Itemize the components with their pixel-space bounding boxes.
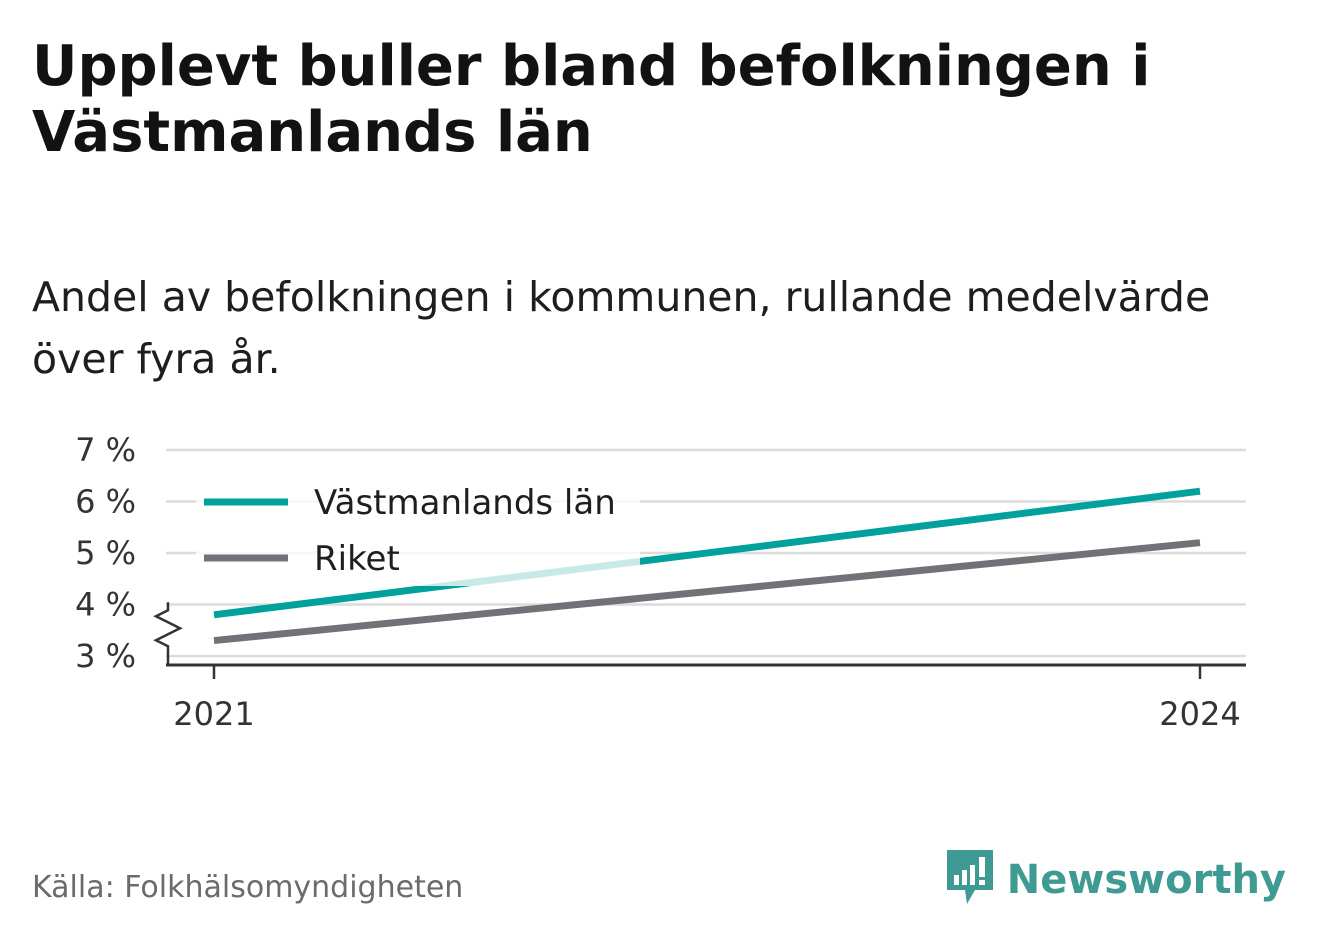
y-tick-label: 4 % xyxy=(75,586,136,624)
legend-label: Riket xyxy=(314,539,400,579)
legend-background xyxy=(196,478,640,586)
y-tick-label: 5 % xyxy=(75,534,136,572)
y-tick-label: 6 % xyxy=(75,483,136,521)
brand-name: Newsworthy xyxy=(1006,857,1286,903)
brand[interactable]: Newsworthy xyxy=(945,848,1286,912)
newsworthy-logo-icon xyxy=(945,848,995,912)
y-tick-label: 3 % xyxy=(75,637,136,675)
chart-title: Upplevt buller bland befolkningen i Väst… xyxy=(32,34,1151,165)
axes xyxy=(153,602,1246,679)
series-lines xyxy=(213,487,1201,645)
chart-subtitle: Andel av befolkningen i kommunen, rullan… xyxy=(32,273,1211,383)
tick-labels: 7 % 6 % 5 % 4 % 3 % 2021 2024 xyxy=(75,431,1241,733)
series-line xyxy=(213,487,1201,619)
series-line xyxy=(213,539,1201,645)
line-chart: Västmanlands län Riket 7 % 6 % 5 % 4 % 3 % 202… xyxy=(75,431,1246,733)
axis-break xyxy=(153,602,183,665)
source-note: Källa: Folkhälsomyndigheten xyxy=(32,870,464,905)
x-tick-label: 2021 xyxy=(173,695,254,733)
legend: Västmanlands län Riket xyxy=(196,478,640,586)
x-tick-label: 2024 xyxy=(1159,695,1240,733)
y-tick-label: 7 % xyxy=(75,431,136,469)
legend-label: Västmanlands län xyxy=(314,483,616,523)
